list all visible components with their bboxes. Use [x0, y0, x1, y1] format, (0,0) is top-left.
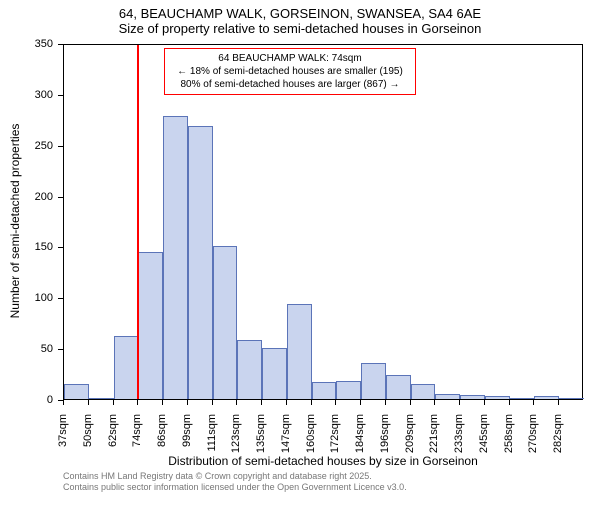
- x-tick-mark: [335, 400, 336, 405]
- y-tick-mark: [58, 146, 63, 147]
- histogram-bar: [287, 304, 312, 399]
- x-tick-mark: [137, 400, 138, 405]
- x-tick-label: 160sqm: [305, 414, 317, 514]
- histogram-bar: [485, 396, 510, 399]
- y-tick-label: 350: [0, 38, 53, 50]
- histogram-bar: [114, 336, 139, 399]
- y-tick-label: 0: [0, 394, 53, 406]
- x-tick-label: 62sqm: [107, 414, 119, 514]
- x-tick-label: 147sqm: [280, 414, 292, 514]
- x-tick-mark: [236, 400, 237, 405]
- x-tick-label: 233sqm: [453, 414, 465, 514]
- y-tick-mark: [58, 95, 63, 96]
- y-tick-label: 150: [0, 241, 53, 253]
- x-tick-mark: [113, 400, 114, 405]
- x-tick-mark: [360, 400, 361, 405]
- x-tick-mark: [459, 400, 460, 405]
- histogram-bar: [163, 116, 188, 399]
- y-tick-mark: [58, 197, 63, 198]
- x-tick-label: 209sqm: [404, 414, 416, 514]
- y-tick-label: 200: [0, 191, 53, 203]
- x-tick-mark: [410, 400, 411, 405]
- property-marker-line: [137, 45, 139, 399]
- histogram-bar: [435, 394, 460, 399]
- histogram-bar: [411, 384, 436, 399]
- histogram-bar: [262, 348, 287, 399]
- y-tick-label: 50: [0, 343, 53, 355]
- y-tick-label: 300: [0, 89, 53, 101]
- x-tick-label: 135sqm: [255, 414, 267, 514]
- x-tick-label: 196sqm: [379, 414, 391, 514]
- x-tick-mark: [63, 400, 64, 405]
- title-line-1: 64, BEAUCHAMP WALK, GORSEINON, SWANSEA, …: [0, 6, 600, 21]
- y-tick-label: 100: [0, 292, 53, 304]
- x-tick-mark: [509, 400, 510, 405]
- chart-container: 64, BEAUCHAMP WALK, GORSEINON, SWANSEA, …: [0, 0, 600, 500]
- histogram-bar: [534, 396, 559, 399]
- histogram-bar: [460, 395, 485, 399]
- x-tick-label: 37sqm: [57, 414, 69, 514]
- histogram-bar: [138, 252, 163, 399]
- histogram-bar: [213, 246, 238, 399]
- x-tick-mark: [434, 400, 435, 405]
- histogram-bar: [64, 384, 89, 399]
- x-tick-mark: [261, 400, 262, 405]
- x-tick-label: 270sqm: [527, 414, 539, 514]
- histogram-bar: [312, 382, 337, 399]
- annotation-line: 80% of semi-detached houses are larger (…: [171, 78, 409, 91]
- annotation-box: 64 BEAUCHAMP WALK: 74sqm← 18% of semi-de…: [164, 48, 416, 95]
- x-tick-label: 74sqm: [131, 414, 143, 514]
- histogram-bar: [361, 363, 386, 399]
- x-tick-mark: [88, 400, 89, 405]
- x-tick-label: 221sqm: [428, 414, 440, 514]
- annotation-line: 64 BEAUCHAMP WALK: 74sqm: [171, 52, 409, 65]
- y-tick-mark: [58, 247, 63, 248]
- y-tick-mark: [58, 298, 63, 299]
- x-tick-mark: [311, 400, 312, 405]
- x-tick-mark: [162, 400, 163, 405]
- x-tick-mark: [558, 400, 559, 405]
- title-line-2: Size of property relative to semi-detach…: [0, 21, 600, 36]
- histogram-bar: [336, 381, 361, 399]
- x-tick-label: 184sqm: [354, 414, 366, 514]
- y-tick-mark: [58, 44, 63, 45]
- x-tick-mark: [533, 400, 534, 405]
- histogram-bar: [559, 398, 584, 399]
- x-tick-label: 282sqm: [552, 414, 564, 514]
- x-tick-label: 123sqm: [230, 414, 242, 514]
- plot-area: 64 BEAUCHAMP WALK: 74sqm← 18% of semi-de…: [63, 44, 583, 400]
- x-tick-mark: [286, 400, 287, 405]
- x-tick-label: 245sqm: [478, 414, 490, 514]
- x-tick-label: 258sqm: [503, 414, 515, 514]
- x-tick-mark: [187, 400, 188, 405]
- histogram-bar: [188, 126, 213, 399]
- histogram-bar: [510, 398, 535, 399]
- x-tick-label: 50sqm: [82, 414, 94, 514]
- chart-title: 64, BEAUCHAMP WALK, GORSEINON, SWANSEA, …: [0, 0, 600, 36]
- y-tick-mark: [58, 349, 63, 350]
- x-tick-label: 86sqm: [156, 414, 168, 514]
- histogram-bar: [237, 340, 262, 399]
- x-tick-label: 111sqm: [206, 414, 218, 514]
- histogram-bar: [386, 375, 411, 399]
- x-tick-mark: [484, 400, 485, 405]
- x-tick-label: 99sqm: [181, 414, 193, 514]
- annotation-line: ← 18% of semi-detached houses are smalle…: [171, 65, 409, 78]
- x-tick-label: 172sqm: [329, 414, 341, 514]
- x-tick-mark: [385, 400, 386, 405]
- histogram-bar: [89, 398, 114, 399]
- x-tick-mark: [212, 400, 213, 405]
- y-tick-label: 250: [0, 140, 53, 152]
